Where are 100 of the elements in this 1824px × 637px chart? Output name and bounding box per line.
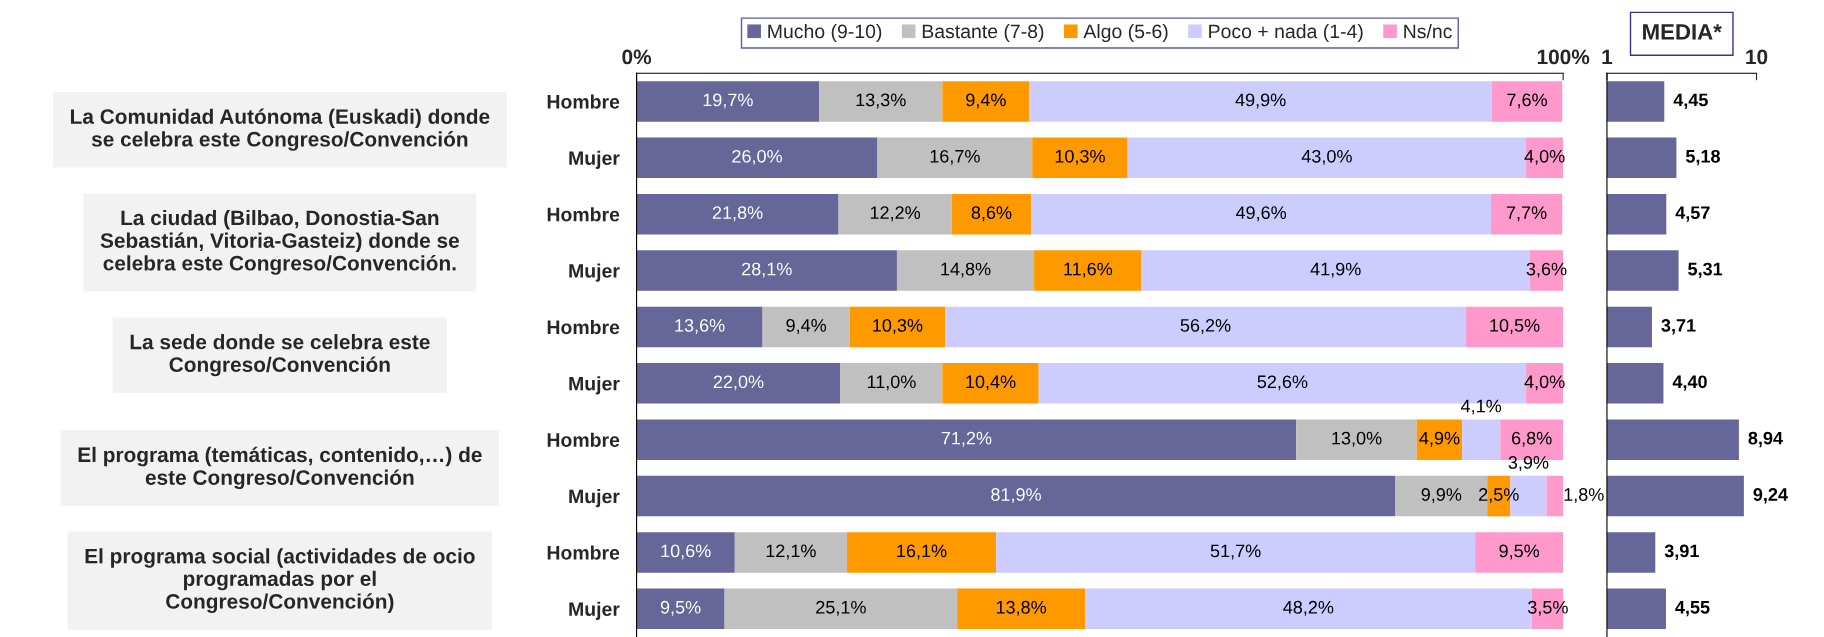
bar <box>819 81 943 122</box>
data-label: 12,2% <box>870 206 921 222</box>
bar <box>636 588 725 630</box>
data-label: 4,57 <box>1675 206 1710 222</box>
bar <box>636 532 735 573</box>
chart-title: MEDIA* <box>1643 24 1722 40</box>
data-label: 49,9% <box>1235 93 1286 109</box>
data-label: 11,6% <box>1064 262 1113 278</box>
data-label: 13,6% <box>675 319 725 334</box>
y-tick-label: Hombre <box>547 432 620 447</box>
bar <box>636 81 820 122</box>
x-tick-label: 0% <box>622 49 652 65</box>
data-label: 4,0% <box>1524 375 1565 391</box>
bar <box>1491 81 1563 122</box>
text: La Comunidad Autónoma (Euskadi) donde se celebra este Congreso/Convención <box>70 108 490 151</box>
data-label: 8,6% <box>971 206 1012 222</box>
y-tick-label: Hombre <box>547 545 620 560</box>
bar <box>1462 419 1501 460</box>
bar <box>636 193 839 235</box>
bar <box>1475 532 1564 573</box>
data-label: 49,6% <box>1235 206 1287 222</box>
y-tick-label: Mujer <box>569 601 620 620</box>
data-label: 13,8% <box>996 600 1047 616</box>
data-label: 6,8% <box>1512 431 1552 447</box>
data-label: 4,9% <box>1419 431 1460 447</box>
y-tick-label: Mujer <box>569 489 620 508</box>
bar <box>1296 419 1417 460</box>
data-label: 19,7% <box>703 93 753 109</box>
data-label: 8,94 <box>1748 431 1783 448</box>
bar <box>951 193 1032 235</box>
bar <box>636 475 1396 517</box>
data-label: 5,18 <box>1685 149 1720 166</box>
bar <box>942 81 1030 122</box>
data-label: 3,5% <box>1527 600 1568 616</box>
data-label: 14,8% <box>941 262 991 278</box>
y-tick-label: Mujer <box>569 376 620 395</box>
y-tick-label: Hombre <box>547 94 620 109</box>
data-label: 28,1% <box>742 262 792 278</box>
bar <box>734 532 847 573</box>
data-label: 10,5% <box>1490 319 1540 334</box>
data-label: 81,9% <box>991 488 1041 504</box>
text: La ciudad (Bilbao, Donostia-San Sebastián, Vitoria-Gasteiz) donde se celebra este Congreso/Convención. <box>100 209 459 275</box>
text: El programa (temáticas, contenido,…) de este Congreso/Convención <box>78 446 482 490</box>
data-label: 4,55 <box>1675 601 1710 617</box>
data-label: 1,8% <box>1564 488 1604 504</box>
bar <box>724 588 958 630</box>
data-label: 16,7% <box>930 149 980 165</box>
data-label: 21,8% <box>712 206 763 222</box>
data-label: 9,24 <box>1753 488 1788 504</box>
data-label: 3,71 <box>1661 319 1696 335</box>
data-label: 9,9% <box>1421 488 1462 504</box>
data-label: 4,45 <box>1673 93 1708 109</box>
bar <box>636 419 1297 460</box>
data-label: 71,2% <box>941 431 992 447</box>
data-label: 16,1% <box>897 544 947 560</box>
y-tick-label: Hombre <box>547 319 620 335</box>
y-tick-label: Hombre <box>547 207 620 222</box>
data-label: 9,4% <box>966 93 1006 109</box>
y-tick-label: Mujer <box>569 263 620 282</box>
bar <box>877 137 1033 179</box>
bar <box>1029 81 1492 122</box>
data-label: 11,0% <box>867 375 916 391</box>
bar <box>1490 193 1563 235</box>
bar <box>838 193 952 235</box>
y-tick-label: Mujer <box>569 150 620 169</box>
data-label: 10,6% <box>661 544 711 560</box>
data-label: 3,6% <box>1526 262 1567 278</box>
bar <box>762 306 850 348</box>
data-label: 4,0% <box>1524 149 1565 165</box>
x-tick-label: 100% <box>1537 49 1590 65</box>
bar <box>846 532 997 573</box>
data-label: 41,9% <box>1310 262 1361 278</box>
bar <box>945 306 1466 348</box>
legend-label: Bastante (7-8) <box>922 23 1044 43</box>
text: El programa social (actividades de ocio programadas por el Congreso/Convención) <box>85 548 475 614</box>
data-label: 10,3% <box>1055 149 1105 165</box>
data-label: 56,2% <box>1180 319 1231 334</box>
x-tick-label: 1 <box>1602 49 1613 65</box>
data-label: 13,0% <box>1332 431 1382 447</box>
data-label: 3,9% <box>1508 456 1549 471</box>
data-label: 13,3% <box>856 93 906 109</box>
bar <box>896 250 1035 291</box>
bar <box>1546 475 1564 517</box>
data-label: 10,4% <box>966 375 1016 391</box>
legend-label: Algo (5-6) <box>1083 23 1168 43</box>
data-label: 12,1% <box>766 544 816 560</box>
data-label: 7,6% <box>1507 93 1547 109</box>
data-label: 10,3% <box>873 319 923 334</box>
bar <box>840 363 943 404</box>
data-label: 7,7% <box>1506 206 1547 222</box>
bar <box>849 306 946 348</box>
legend-label: Poco + nada (1-4) <box>1209 23 1363 43</box>
legend-label: Ns/nc <box>1404 23 1452 39</box>
data-label: 4,1% <box>1461 399 1502 415</box>
bar <box>1465 306 1564 348</box>
data-label: 5,31 <box>1688 262 1723 279</box>
text: La sede donde se celebra este Congreso/Convención <box>130 334 430 377</box>
bar <box>1031 193 1491 235</box>
data-label: 9,5% <box>1499 544 1540 560</box>
bar <box>942 363 1039 404</box>
